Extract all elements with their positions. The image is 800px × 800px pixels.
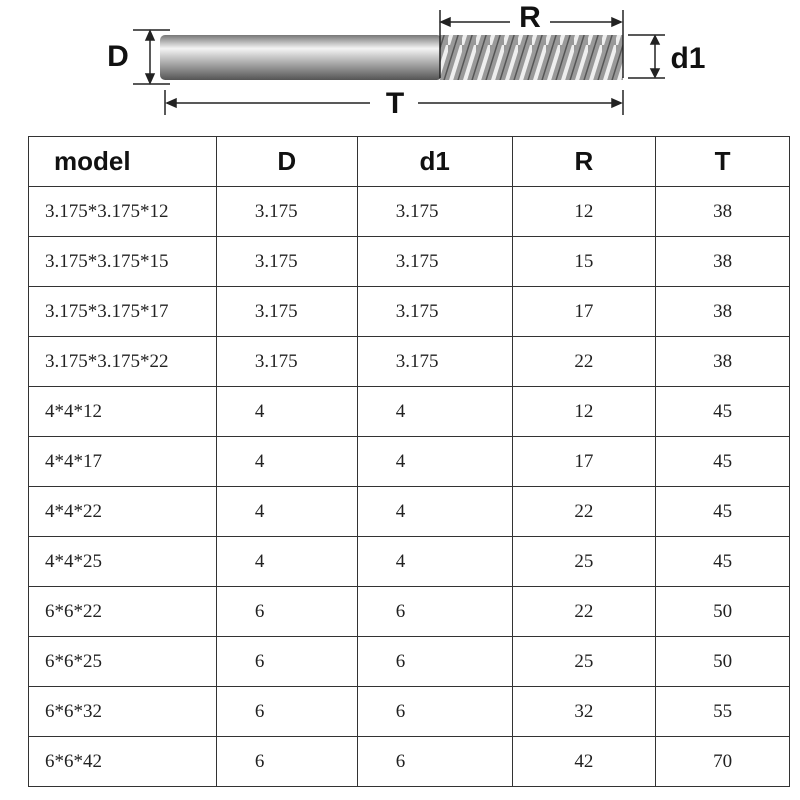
label-r: R	[519, 1, 541, 34]
table-cell: 3.175	[356, 286, 513, 337]
table-cell: 38	[655, 186, 790, 237]
table-cell: 4	[215, 486, 358, 537]
table-row: 6*6*25 6 6 25 50	[28, 636, 790, 687]
table-cell: 38	[655, 236, 790, 287]
table-cell: 6	[356, 686, 513, 737]
table-cell: 45	[655, 436, 790, 487]
header-cell: R	[511, 136, 657, 187]
table-cell: 4	[215, 386, 358, 437]
table-cell: 3.175*3.175*12	[28, 186, 217, 237]
label-d1: d1	[670, 42, 705, 75]
table-cell: 4	[215, 436, 358, 487]
label-d: D	[107, 40, 129, 73]
table-cell: 3.175	[215, 336, 358, 387]
table-cell: 12	[511, 186, 657, 237]
table-cell: 4	[215, 536, 358, 587]
table-cell: 6	[356, 636, 513, 687]
header-cell: T	[655, 136, 790, 187]
table-cell: 3.175*3.175*17	[28, 286, 217, 337]
table-cell: 4	[356, 536, 513, 587]
diagram: D R d1 T	[107, 1, 705, 120]
table-cell: 3.175*3.175*22	[28, 336, 217, 387]
table-cell: 25	[511, 636, 657, 687]
table-cell: 22	[511, 336, 657, 387]
table-cell: 38	[655, 286, 790, 337]
header-cell: d1	[356, 136, 513, 187]
table-cell: 6	[356, 586, 513, 637]
table-cell: 22	[511, 486, 657, 537]
table-cell: 4*4*17	[28, 436, 217, 487]
table-cell: 6*6*42	[28, 736, 217, 787]
header-cell: model	[28, 136, 217, 187]
table-cell: 22	[511, 586, 657, 637]
table-cell: 6	[215, 586, 358, 637]
table-cell: 25	[511, 536, 657, 587]
table-cell: 3.175*3.175*15	[28, 236, 217, 287]
table-row: 3.175*3.175*12 3.175 3.175 12 38	[28, 186, 790, 237]
table-cell: 70	[655, 736, 790, 787]
table-cell: 3.175	[215, 186, 358, 237]
table-cell: 4*4*12	[28, 386, 217, 437]
table-row: 4*4*22 4 4 22 45	[28, 486, 790, 537]
table-cell: 17	[511, 436, 657, 487]
table-cell: 12	[511, 386, 657, 437]
table-cell: 38	[655, 336, 790, 387]
table-cell: 15	[511, 236, 657, 287]
table-cell: 45	[655, 536, 790, 587]
table-row: 6*6*32 6 6 32 55	[28, 686, 790, 737]
table-cell: 32	[511, 686, 657, 737]
table-cell: 4	[356, 486, 513, 537]
dimension-lines	[133, 10, 665, 115]
table-row: 4*4*25 4 4 25 45	[28, 536, 790, 587]
table-cell: 55	[655, 686, 790, 737]
table-body: 3.175*3.175*12 3.175 3.175 12 38 3.175*3.175*…	[28, 186, 790, 787]
table-cell: 3.175	[215, 286, 358, 337]
table-cell: 45	[655, 486, 790, 537]
table-cell: 42	[511, 736, 657, 787]
table-row: 4*4*12 4 4 12 45	[28, 386, 790, 437]
table-row: 3.175*3.175*17 3.175 3.175 17 38	[28, 286, 790, 337]
table-cell: 50	[655, 586, 790, 637]
table-cell: 45	[655, 386, 790, 437]
table-cell: 6	[215, 686, 358, 737]
table-cell: 6*6*25	[28, 636, 217, 687]
header-cell: D	[215, 136, 358, 187]
table-cell: 6	[215, 636, 358, 687]
table-row: 3.175*3.175*15 3.175 3.175 15 38	[28, 236, 790, 287]
table-row: 6*6*22 6 6 22 50	[28, 586, 790, 637]
table-cell: 3.175	[215, 236, 358, 287]
label-t: T	[386, 87, 404, 120]
table-cell: 4	[356, 436, 513, 487]
table-row: 3.175*3.175*22 3.175 3.175 22 38	[28, 336, 790, 387]
table-cell: 6	[215, 736, 358, 787]
table-cell: 3.175	[356, 186, 513, 237]
table-row: 4*4*17 4 4 17 45	[28, 436, 790, 487]
table-cell: 6*6*32	[28, 686, 217, 737]
table-cell: 6	[356, 736, 513, 787]
table-cell: 3.175	[356, 336, 513, 387]
table-cell: 4	[356, 386, 513, 437]
table-cell: 3.175	[356, 236, 513, 287]
table-row: 6*6*42 6 6 42 70	[28, 736, 790, 787]
table-cell: 4*4*25	[28, 536, 217, 587]
table-cell: 17	[511, 286, 657, 337]
bit	[160, 35, 623, 80]
table-cell: 4*4*22	[28, 486, 217, 537]
table-cell: 6*6*22	[28, 586, 217, 637]
table-cell: 50	[655, 636, 790, 687]
